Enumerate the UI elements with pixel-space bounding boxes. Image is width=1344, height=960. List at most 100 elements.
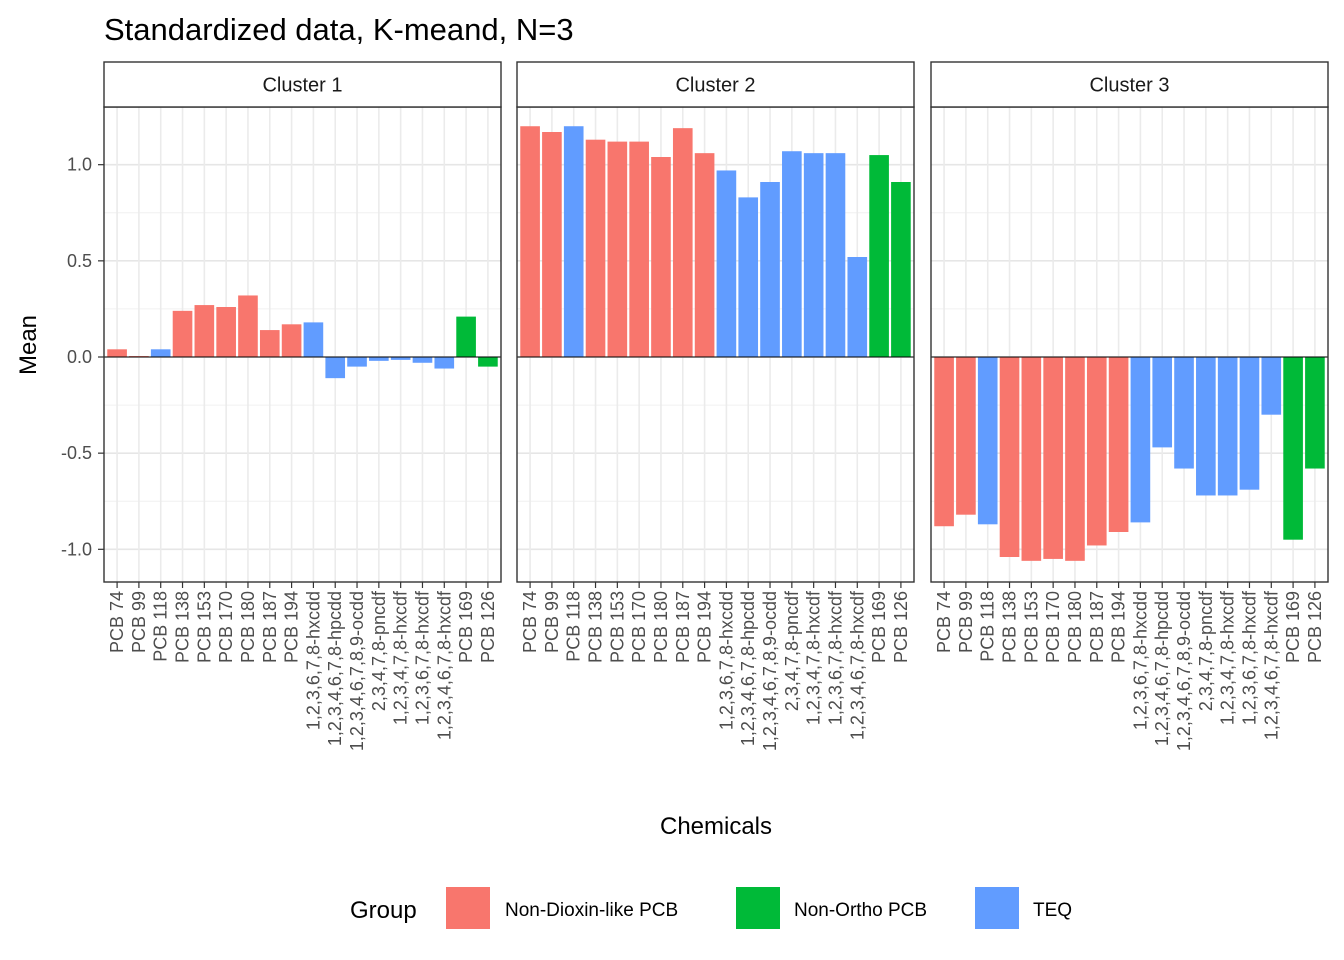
bar-cluster-2-pcb-126 [891, 182, 911, 357]
x-tick-label: PCB 99 [129, 591, 149, 653]
x-tick-label: PCB 187 [1087, 591, 1107, 663]
legend-key-non-ortho-pcb [736, 887, 780, 929]
x-tick-label: 1,2,3,6,7,8-hxcdd [303, 591, 323, 730]
y-tick-label: -0.5 [61, 443, 92, 463]
y-axis: -1.0 -0.5 0.0 0.5 1.0 [61, 155, 104, 559]
legend-title: Group [350, 897, 417, 924]
x-tick-label: 1,2,3,4,6,7,8-hpcdd [738, 591, 758, 746]
x-tick-label: 1,2,3,4,6,7,8,9-ocdd [347, 591, 367, 751]
bar-cluster-3-pcb-138 [999, 357, 1020, 557]
x-tick-label: 2,3,4,7,8-pncdf [1196, 590, 1216, 711]
y-tick-label: -1.0 [61, 539, 92, 559]
bar-cluster-3-1-2-3-4-6-7-8-hxcdf [1261, 357, 1282, 415]
x-tick-label: 1,2,3,6,7,8-hxcdf [412, 590, 432, 725]
x-tick-label: PCB 126 [891, 591, 911, 663]
bar-cluster-1-1-2-3-4-7-8-hxcdf [390, 357, 411, 360]
bar-cluster-2-pcb-138 [585, 139, 606, 357]
x-axis-title: Chemicals [660, 813, 772, 840]
x-tick-label: 1,2,3,4,7,8-hxcdf [804, 590, 824, 725]
bar-cluster-1-pcb-187 [259, 330, 280, 357]
x-tick-label: 1,2,3,6,7,8-hxcdd [1130, 591, 1150, 730]
x-tick-label: PCB 187 [260, 591, 280, 663]
x-tick-label: 1,2,3,4,7,8-hxcdf [391, 590, 411, 725]
x-tick-label: 1,2,3,4,6,7,8,9-ocdd [760, 591, 780, 751]
bar-cluster-3-pcb-170 [1043, 357, 1063, 559]
x-tick-label: 1,2,3,4,6,7,8-hxcdf [1261, 590, 1281, 740]
x-tick-label: PCB 138 [173, 591, 193, 663]
x-tick-label: PCB 170 [216, 591, 236, 663]
bar-cluster-2-pcb-180 [651, 157, 671, 357]
bar-cluster-2-pcb-187 [672, 128, 693, 357]
strip-label: Cluster 2 [675, 75, 755, 97]
x-tick-label: PCB 153 [1021, 591, 1041, 663]
x-tick-label: PCB 180 [651, 591, 671, 663]
bar-cluster-3-2-3-4-7-8-pncdf [1196, 357, 1216, 496]
x-tick-label: PCB 74 [107, 591, 127, 653]
bar-cluster-2-pcb-169 [869, 155, 889, 357]
panel-background [104, 107, 501, 582]
x-tick-label: PCB 99 [956, 591, 976, 653]
bar-cluster-2-pcb-74 [520, 126, 540, 357]
panel-cluster-1: Cluster 1 PCB 74 PCB 99 PCB 118 PCB 138 PCB 1… [103, 61, 502, 751]
x-tick-label: PCB 187 [673, 591, 693, 663]
bar-cluster-2-1-2-3-4-6-7-8-hxcdf [847, 257, 868, 357]
bar-cluster-3-pcb-126 [1305, 357, 1325, 469]
y-tick-label: 1.0 [67, 155, 92, 175]
bar-cluster-3-1-2-3-4-6-7-8-9-ocdd [1174, 357, 1194, 469]
bar-cluster-3-pcb-74 [934, 357, 954, 527]
x-tick-label: 1,2,3,6,7,8-hxcdf [1239, 590, 1259, 725]
bar-cluster-1-pcb-118 [150, 349, 171, 357]
x-tick-label: PCB 194 [282, 591, 302, 663]
strip-label: Cluster 1 [262, 75, 342, 97]
x-tick-label: PCB 118 [978, 591, 998, 662]
bar-cluster-1-1-2-3-4-6-7-8-hpcdd [325, 357, 346, 379]
x-tick-label: 1,2,3,6,7,8-hxcdd [716, 591, 736, 730]
strip-background [930, 61, 1329, 108]
bar-cluster-2-1-2-3-4-6-7-8-hpcdd [738, 197, 759, 357]
bar-cluster-1-pcb-170 [216, 307, 236, 357]
bar-cluster-2-1-2-3-6-7-8-hxcdf [825, 153, 846, 357]
legend-label-non-dioxin-like-pcb: Non-Dioxin-like PCB [505, 900, 678, 921]
bar-cluster-1-pcb-74 [107, 349, 127, 357]
x-tick-label: PCB 180 [238, 591, 258, 663]
bar-cluster-3-1-2-3-4-6-7-8-hpcdd [1152, 357, 1173, 448]
bar-cluster-3-pcb-180 [1065, 357, 1085, 561]
x-tick-label: 1,2,3,4,6,7,8-hpcdd [1152, 591, 1172, 746]
legend-key-non-dioxin-like-pcb [446, 887, 490, 929]
x-tick-label: PCB 194 [1109, 591, 1129, 663]
bar-cluster-3-pcb-118 [977, 357, 998, 525]
x-tick-label: 1,2,3,4,6,7,8,9-ocdd [1174, 591, 1194, 751]
bar-cluster-1-pcb-194 [281, 324, 302, 357]
bar-cluster-1-1-2-3-6-7-8-hxcdd [303, 322, 324, 357]
bar-cluster-3-1-2-3-6-7-8-hxcdd [1130, 357, 1151, 523]
legend-label-non-ortho-pcb: Non-Ortho PCB [794, 900, 927, 921]
x-tick-label: PCB 126 [1305, 591, 1325, 663]
bar-cluster-1-pcb-169 [456, 316, 476, 357]
bar-cluster-2-pcb-99 [542, 132, 562, 357]
legend-key-teq [975, 887, 1019, 929]
bar-cluster-1-2-3-4-7-8-pncdf [369, 357, 389, 361]
bar-cluster-1-pcb-126 [478, 357, 498, 367]
x-tick-label: PCB 74 [520, 591, 540, 653]
bar-cluster-1-1-2-3-4-6-7-8-hxcdf [434, 357, 455, 369]
x-tick-label: PCB 170 [629, 591, 649, 663]
strip-label: Cluster 3 [1089, 75, 1169, 97]
x-tick-label: PCB 169 [1283, 591, 1303, 663]
x-tick-label: PCB 180 [1065, 591, 1085, 663]
bar-cluster-2-pcb-194 [694, 153, 715, 357]
x-tick-label: 1,2,3,4,7,8-hxcdf [1218, 590, 1238, 725]
legend-label-teq: TEQ [1033, 900, 1072, 921]
x-tick-label: PCB 118 [151, 591, 171, 662]
x-tick-label: 2,3,4,7,8-pncdf [369, 590, 389, 711]
bar-cluster-2-2-3-4-7-8-pncdf [782, 151, 802, 357]
x-tick-label: PCB 169 [869, 591, 889, 663]
bar-cluster-2-pcb-170 [629, 141, 649, 357]
bar-cluster-2-pcb-118 [563, 126, 584, 357]
bar-cluster-2-1-2-3-6-7-8-hxcdd [716, 170, 737, 357]
bar-cluster-3-pcb-153 [1021, 357, 1042, 561]
bar-cluster-1-pcb-138 [172, 310, 193, 357]
bar-cluster-3-1-2-3-6-7-8-hxcdf [1239, 357, 1260, 490]
x-tick-label: PCB 194 [695, 591, 715, 663]
